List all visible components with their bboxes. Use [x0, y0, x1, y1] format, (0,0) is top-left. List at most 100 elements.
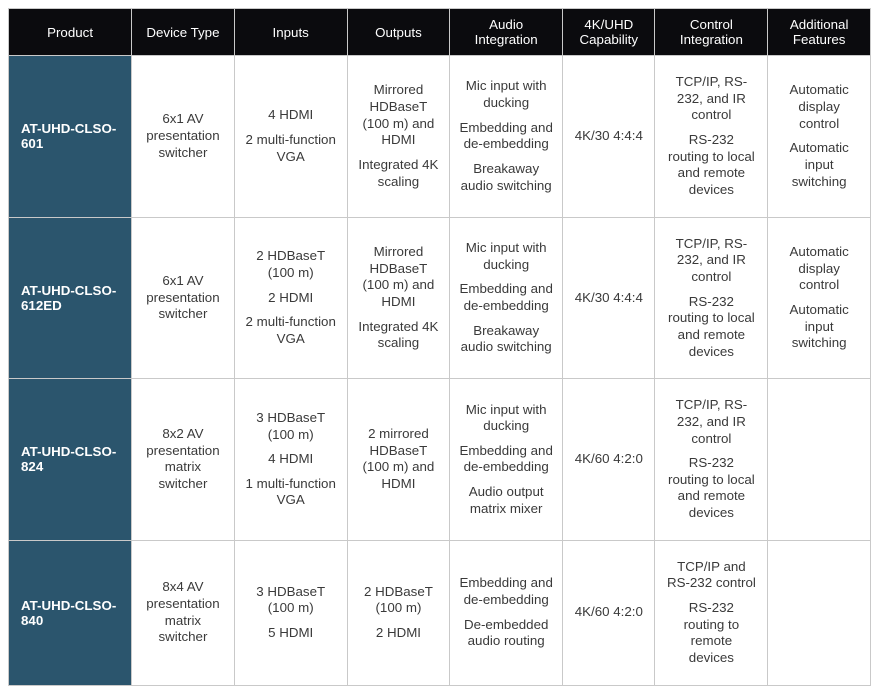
cell-text-line: 5 HDMI	[243, 625, 339, 642]
cell-text-line: switcher	[140, 306, 226, 323]
cell-text-line: de-embedding	[458, 592, 554, 609]
cell-text-line: 232, and IR	[663, 414, 759, 431]
cell-outputs: 2 mirroredHDBaseT(100 m) andHDMI	[347, 379, 450, 541]
cell-audio: Mic input withduckingEmbedding andde-emb…	[450, 379, 563, 541]
cell-text-line: and remote	[663, 165, 759, 182]
cell-text-line: matrix switcher	[140, 459, 226, 492]
cell-inputs: 3 HDBaseT(100 m)4 HDMI1 multi-functionVG…	[234, 379, 347, 541]
cell-text-line: 232, and IR	[663, 252, 759, 269]
cell-text-line: Breakaway	[458, 323, 554, 340]
cell-text-group: RS-232routing toremotedevices	[663, 600, 759, 667]
table-row: AT-UHD-CLSO-8408x4 AVpresentationmatrix …	[9, 540, 871, 685]
cell-text-line: 4K/30 4:4:4	[571, 290, 646, 307]
cell-text-line: HDMI	[356, 294, 442, 311]
cell-text-group: 2 multi-functionVGA	[243, 132, 339, 165]
cell-text-line: 3 HDBaseT	[243, 410, 339, 427]
cell-text-line: input	[776, 319, 862, 336]
cell-audio: Mic input withducking Embedding andde-emb…	[450, 56, 563, 218]
cell-text-group: 4 HDMI	[243, 107, 339, 124]
cell-device_type: 6x1 AVpresentationswitcher	[132, 56, 235, 218]
cell-text-line: RS-232	[663, 132, 759, 149]
col-header-device_type: Device Type	[132, 9, 235, 56]
cell-text-group: 3 HDBaseT(100 m)	[243, 584, 339, 617]
cell-text-line: control	[663, 107, 759, 124]
cell-text-group: TCP/IP, RS-232, and IRcontrol	[663, 397, 759, 447]
cell-text-line: Automatic	[776, 82, 862, 99]
cell-text-line: Automatic	[776, 140, 862, 157]
cell-text-group: TCP/IP andRS-232 control	[663, 559, 759, 592]
cell-text-line: 2 HDBaseT	[356, 584, 442, 601]
cell-text-line: 2 mirrored	[356, 426, 442, 443]
cell-text-line: presentation	[140, 443, 226, 460]
cell-text-line: devices	[663, 344, 759, 361]
cell-text-line: input	[776, 157, 862, 174]
cell-text-group: 4K/30 4:4:4	[571, 128, 646, 145]
cell-outputs: 2 HDBaseT(100 m)2 HDMI	[347, 540, 450, 685]
cell-inputs: 2 HDBaseT(100 m) 2 HDMI 2 multi-functionVG…	[234, 217, 347, 379]
cell-text-line: de-embedding	[458, 136, 554, 153]
cell-control: TCP/IP, RS-232, and IRcontrolRS-232routi…	[655, 56, 768, 218]
cell-text-line: audio switching	[458, 178, 554, 195]
cell-control: TCP/IP, RS-232, and IRcontrolRS-232routi…	[655, 379, 768, 541]
cell-text-line: audio switching	[458, 339, 554, 356]
cell-text-group: 2 multi-functionVGA	[243, 314, 339, 347]
cell-text-line: routing to local	[663, 310, 759, 327]
cell-text-group: 6x1 AVpresentationswitcher	[140, 111, 226, 161]
cell-product: AT-UHD-CLSO-601	[9, 56, 132, 218]
cell-text-line: HDMI	[356, 476, 442, 493]
cell-text-line: 2 HDMI	[356, 625, 442, 642]
cell-text-group: 2 HDMI	[356, 625, 442, 642]
cell-text-group: Automaticinputswitching	[776, 302, 862, 352]
cell-text-line: scaling	[356, 174, 442, 191]
col-header-inputs: Inputs	[234, 9, 347, 56]
cell-text-line: 2 multi-function	[243, 132, 339, 149]
cell-text-line: and remote	[663, 488, 759, 505]
cell-text-line: 8x2 AV	[140, 426, 226, 443]
cell-text-group: De-embeddedaudio routing	[458, 617, 554, 650]
cell-text-line: Embedding and	[458, 281, 554, 298]
cell-text-line: devices	[663, 650, 759, 667]
cell-text-line: and remote	[663, 327, 759, 344]
cell-text-line: switching	[776, 174, 862, 191]
col-header-uhd: 4K/UHD Capability	[563, 9, 655, 56]
cell-text-line: HDBaseT	[356, 99, 442, 116]
cell-text-group: Mic input withducking	[458, 78, 554, 111]
cell-device_type: 8x4 AVpresentationmatrix switcher	[132, 540, 235, 685]
cell-inputs: 3 HDBaseT(100 m) 5 HDMI	[234, 540, 347, 685]
cell-inputs: 4 HDMI 2 multi-functionVGA	[234, 56, 347, 218]
cell-text-line: ducking	[458, 95, 554, 112]
cell-text-group: Breakawayaudio switching	[458, 161, 554, 194]
cell-text-line: VGA	[243, 331, 339, 348]
cell-product: AT-UHD-CLSO-612ED	[9, 217, 132, 379]
cell-text-line: 2 HDMI	[243, 290, 339, 307]
cell-uhd: 4K/60 4:2:0	[563, 379, 655, 541]
cell-text-line: RS-232 control	[663, 575, 759, 592]
cell-text-line: display	[776, 261, 862, 278]
cell-text-line: 4K/30 4:4:4	[571, 128, 646, 145]
cell-device_type: 8x2 AVpresentationmatrix switcher	[132, 379, 235, 541]
col-header-control: Control Integration	[655, 9, 768, 56]
cell-text-group: 1 multi-functionVGA	[243, 476, 339, 509]
cell-text-line: matrix switcher	[140, 613, 226, 646]
cell-text-line: RS-232	[663, 455, 759, 472]
cell-text-line: devices	[663, 182, 759, 199]
col-header-features: Additional Features	[768, 9, 871, 56]
cell-text-group: RS-232routing to localand remotedevices	[663, 132, 759, 199]
cell-text-line: routing to	[663, 617, 759, 634]
table-row: AT-UHD-CLSO-6016x1 AVpresentationswitche…	[9, 56, 871, 218]
cell-text-line: TCP/IP, RS-	[663, 236, 759, 253]
cell-text-line: remote	[663, 633, 759, 650]
cell-text-group: Embedding andde-embedding	[458, 120, 554, 153]
cell-outputs: MirroredHDBaseT(100 m) andHDMIIntegrated…	[347, 56, 450, 218]
cell-features: AutomaticdisplaycontrolAutomaticinputswi…	[768, 56, 871, 218]
cell-text-group: 3 HDBaseT(100 m)	[243, 410, 339, 443]
cell-text-group: 4K/60 4:2:0	[571, 604, 646, 621]
cell-text-line: audio routing	[458, 633, 554, 650]
cell-text-group: 2 HDBaseT(100 m)	[243, 248, 339, 281]
cell-text-line: 3 HDBaseT	[243, 584, 339, 601]
cell-text-line: scaling	[356, 335, 442, 352]
cell-text-line: devices	[663, 505, 759, 522]
cell-text-line: presentation	[140, 596, 226, 613]
cell-text-line: matrix mixer	[458, 501, 554, 518]
cell-text-line: Audio output	[458, 484, 554, 501]
